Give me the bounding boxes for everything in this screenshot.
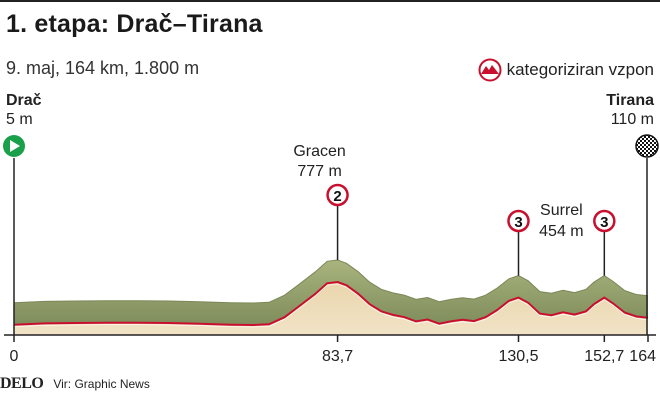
start-label: Drač 5 m <box>6 91 42 129</box>
top-rule <box>0 0 660 2</box>
climb-category: 2 <box>333 188 341 205</box>
x-tick-label: 164 <box>629 348 656 365</box>
climb-badge <box>326 183 349 207</box>
start-name: Drač <box>6 92 42 109</box>
play-triangle <box>10 140 20 152</box>
climb-badge <box>507 209 530 233</box>
climb-elevation: 454 m <box>539 223 583 240</box>
terrain-ridge <box>13 259 649 304</box>
elevation-line <box>13 280 649 327</box>
legend: kategoriziran vzpon <box>478 58 654 82</box>
elevation-highlight <box>13 283 649 328</box>
climb-badge <box>593 209 616 233</box>
climb-category: 3 <box>600 214 608 231</box>
start-elevation: 5 m <box>6 111 33 128</box>
terrain-top <box>14 260 648 325</box>
finish-label: Tirana 110 m <box>606 91 654 129</box>
x-tick-label: 130,5 <box>498 348 538 365</box>
x-tick-label: 83,7 <box>322 348 353 365</box>
source-credit: Vir: Graphic News <box>53 377 150 391</box>
delo-logo: DELO <box>0 375 44 392</box>
finish-name: Tirana <box>606 92 654 109</box>
chart-subtitle: 9. maj, 164 km, 1.800 m <box>6 58 200 78</box>
x-tick-label: 0 <box>10 348 19 365</box>
mountain-icon <box>478 58 502 82</box>
finish-elevation: 110 m <box>610 111 654 128</box>
climb-name: Gracen <box>293 143 345 160</box>
footer: DELO Vir: Graphic News <box>0 375 150 393</box>
climb-name: Surrel <box>540 202 583 219</box>
climb-elevation: 777 m <box>297 163 341 180</box>
elevation-area <box>14 282 648 335</box>
x-tick-label: 152,7 <box>584 348 624 365</box>
legend-label: kategoriziran vzpon <box>506 60 654 79</box>
finish-flag-icon <box>635 134 659 158</box>
chart-title: 1. etapa: Drač–Tirana <box>6 10 263 38</box>
climb-category: 3 <box>514 214 522 231</box>
